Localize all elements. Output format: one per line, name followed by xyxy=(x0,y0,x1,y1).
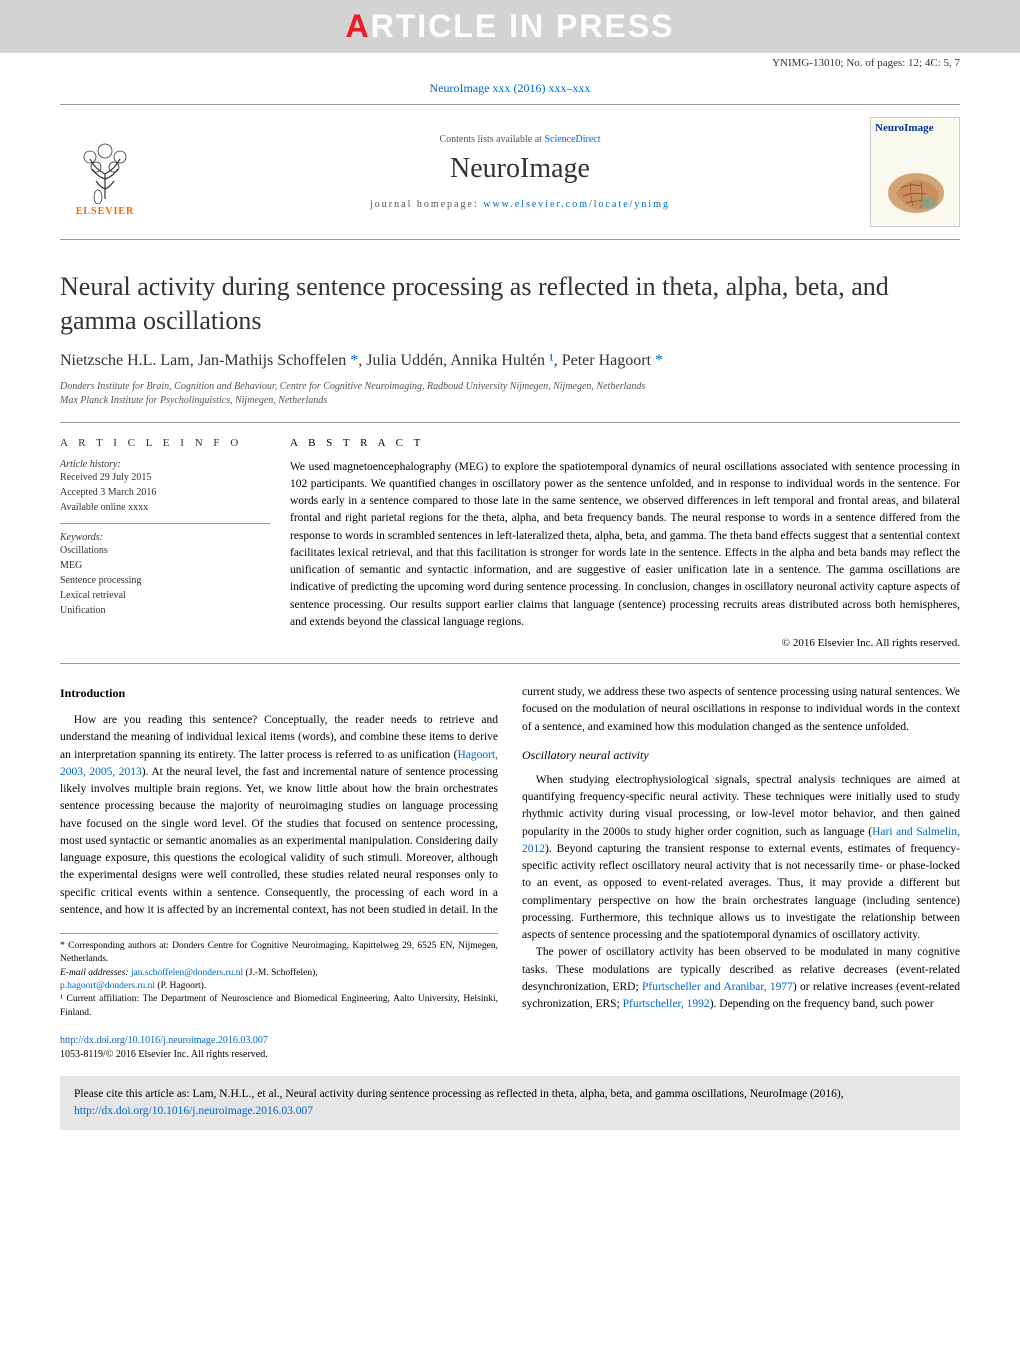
elsevier-logo: ELSEVIER xyxy=(60,127,150,217)
email-label: E-mail addresses: xyxy=(60,968,131,978)
email-hagoort[interactable]: p.hagoort@donders.ru.nl xyxy=(60,981,155,991)
col2-para-1: current study, we address these two aspe… xyxy=(522,684,960,736)
kw-1: Oscillations xyxy=(60,543,270,558)
cite-box: Please cite this article as: Lam, N.H.L.… xyxy=(60,1076,960,1131)
affiliation-note: ¹ Current affiliation: The Department of… xyxy=(60,993,498,1020)
oscillatory-heading: Oscillatory neural activity xyxy=(522,746,960,764)
article-info: A R T I C L E I N F O Article history: R… xyxy=(60,437,290,650)
authors: Nietzsche H.L. Lam, Jan-Mathijs Schoffel… xyxy=(60,352,960,370)
author-corr-1[interactable]: * xyxy=(350,352,358,369)
citation-top-link[interactable]: NeuroImage xxx (2016) xxx–xxx xyxy=(430,81,591,95)
homepage-prefix: journal homepage: xyxy=(370,199,483,210)
cite-prefix: Please cite this article as: Lam, N.H.L.… xyxy=(74,1088,844,1100)
column-left: Introduction How are you reading this se… xyxy=(60,684,498,1020)
cover-title: NeuroImage xyxy=(871,118,959,138)
affiliation-2: Max Planck Institute for Psycholinguisti… xyxy=(60,394,960,408)
email-2-suffix: (P. Hagoort). xyxy=(155,981,206,991)
banner-rest: RTICLE IN PRESS xyxy=(371,8,675,44)
contents-prefix: Contents lists available at xyxy=(439,134,544,145)
doi-link[interactable]: http://dx.doi.org/10.1016/j.neuroimage.2… xyxy=(60,1035,268,1046)
keywords-label: Keywords: xyxy=(60,532,270,543)
brain-icon xyxy=(881,168,951,218)
journal-name: NeuroImage xyxy=(170,153,870,185)
kw-2: MEG xyxy=(60,558,270,573)
issn-line: 1053-8119/© 2016 Elsevier Inc. All right… xyxy=(60,1049,268,1060)
body-columns: Introduction How are you reading this se… xyxy=(60,684,960,1020)
cite-doi-link[interactable]: http://dx.doi.org/10.1016/j.neuroimage.2… xyxy=(74,1105,313,1117)
abstract-text: We used magnetoencephalography (MEG) to … xyxy=(290,459,960,632)
received-date: Received 29 July 2015 xyxy=(60,470,270,485)
email-line: E-mail addresses: jan.schoffelen@donders… xyxy=(60,967,498,980)
kw-5: Unification xyxy=(60,603,270,618)
footnotes: * Corresponding authors at: Donders Cent… xyxy=(60,933,498,1020)
intro-text-1b: ). At the neural level, the fast and inc… xyxy=(60,766,498,916)
affiliations: Donders Institute for Brain, Cognition a… xyxy=(60,380,960,408)
page-info: YNIMG-13010; No. of pages: 12; 4C: 5, 7 xyxy=(0,53,1020,73)
info-abstract-box: A R T I C L E I N F O Article history: R… xyxy=(60,422,960,665)
article-title: Neural activity during sentence processi… xyxy=(60,270,960,338)
homepage-line: journal homepage: www.elsevier.com/locat… xyxy=(170,199,870,210)
affiliation-1: Donders Institute for Brain, Cognition a… xyxy=(60,380,960,394)
citation-top: NeuroImage xxx (2016) xxx–xxx xyxy=(0,73,1020,104)
column-right: current study, we address these two aspe… xyxy=(522,684,960,1020)
doi-block: http://dx.doi.org/10.1016/j.neuroimage.2… xyxy=(60,1034,960,1062)
intro-text-1a: How are you reading this sentence? Conce… xyxy=(60,714,498,761)
abstract-heading: A B S T R A C T xyxy=(290,437,960,449)
ref-pfurt1[interactable]: Pfurtscheller and Aranibar, 1977 xyxy=(642,981,793,993)
corresponding-note: * Corresponding authors at: Donders Cent… xyxy=(60,940,498,967)
intro-heading: Introduction xyxy=(60,684,498,702)
email-1-suffix: (J.-M. Schoffelen), xyxy=(243,968,318,978)
journal-header: ELSEVIER Contents lists available at Sci… xyxy=(60,104,960,240)
header-center: Contents lists available at ScienceDirec… xyxy=(170,134,870,210)
intro-para-1: How are you reading this sentence? Conce… xyxy=(60,712,498,919)
email-line-2: p.hagoort@donders.ru.nl (P. Hagoort). xyxy=(60,980,498,993)
article-main: Neural activity during sentence processi… xyxy=(0,240,1020,1020)
elsevier-label: ELSEVIER xyxy=(76,206,135,217)
banner-text: ARTICLE IN PRESS xyxy=(346,8,675,44)
col2-text-2b: ). Beyond capturing the transient respon… xyxy=(522,843,960,941)
author-corr-2[interactable]: * xyxy=(655,352,663,369)
email-schoffelen[interactable]: jan.schoffelen@donders.ru.nl xyxy=(131,968,243,978)
col2-text-3c: ). Depending on the frequency band, such… xyxy=(710,998,934,1010)
copyright: © 2016 Elsevier Inc. All rights reserved… xyxy=(290,637,960,649)
homepage-link[interactable]: www.elsevier.com/locate/ynimg xyxy=(483,199,670,210)
history-block: Article history: Received 29 July 2015 A… xyxy=(60,459,270,524)
banner-highlight: A xyxy=(346,8,371,44)
accepted-date: Accepted 3 March 2016 xyxy=(60,485,270,500)
sciencedirect-link[interactable]: ScienceDirect xyxy=(544,134,600,145)
keywords-block: Keywords: Oscillations MEG Sentence proc… xyxy=(60,532,270,618)
article-info-heading: A R T I C L E I N F O xyxy=(60,437,270,449)
kw-4: Lexical retrieval xyxy=(60,588,270,603)
available-date: Available online xxxx xyxy=(60,500,270,515)
author-aff-1[interactable]: ¹ xyxy=(549,352,554,369)
col2-para-3: The power of oscillatory activity has be… xyxy=(522,944,960,1013)
history-label: Article history: xyxy=(60,459,270,470)
contents-line: Contents lists available at ScienceDirec… xyxy=(170,134,870,145)
col2-para-2: When studying electrophysiological signa… xyxy=(522,772,960,945)
ref-pfurt2[interactable]: Pfurtscheller, 1992 xyxy=(623,998,710,1010)
journal-cover: NeuroImage xyxy=(870,117,960,227)
in-press-banner: ARTICLE IN PRESS xyxy=(0,0,1020,53)
abstract-section: A B S T R A C T We used magnetoencephalo… xyxy=(290,437,960,650)
elsevier-tree-icon xyxy=(70,139,140,204)
kw-3: Sentence processing xyxy=(60,573,270,588)
